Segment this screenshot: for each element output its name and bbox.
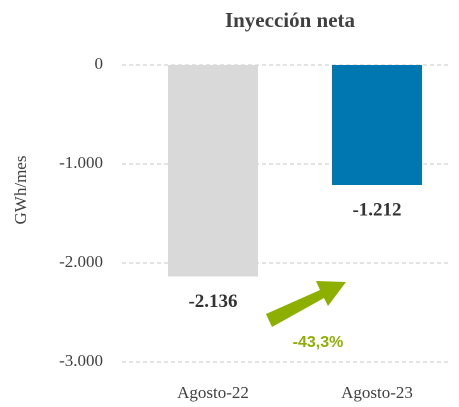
data-label: -2.136 [188, 291, 237, 312]
annotation: -43,3% [293, 334, 344, 351]
x-tick-label: Agosto-23 [341, 383, 413, 402]
y-tick-label: -3.000 [59, 351, 103, 370]
x-tick-label: Agosto-22 [177, 383, 249, 402]
trend-arrow [266, 281, 346, 327]
y-tick-label: -1.000 [59, 153, 103, 172]
y-tick-label: 0 [95, 54, 104, 73]
data-label: -1.212 [352, 199, 401, 220]
bar [332, 65, 422, 185]
bar [168, 65, 258, 277]
y-tick-label: -2.000 [59, 252, 103, 271]
y-axis-label: GWh/mes [11, 156, 30, 225]
chart-title: Inyección neta [225, 8, 356, 32]
